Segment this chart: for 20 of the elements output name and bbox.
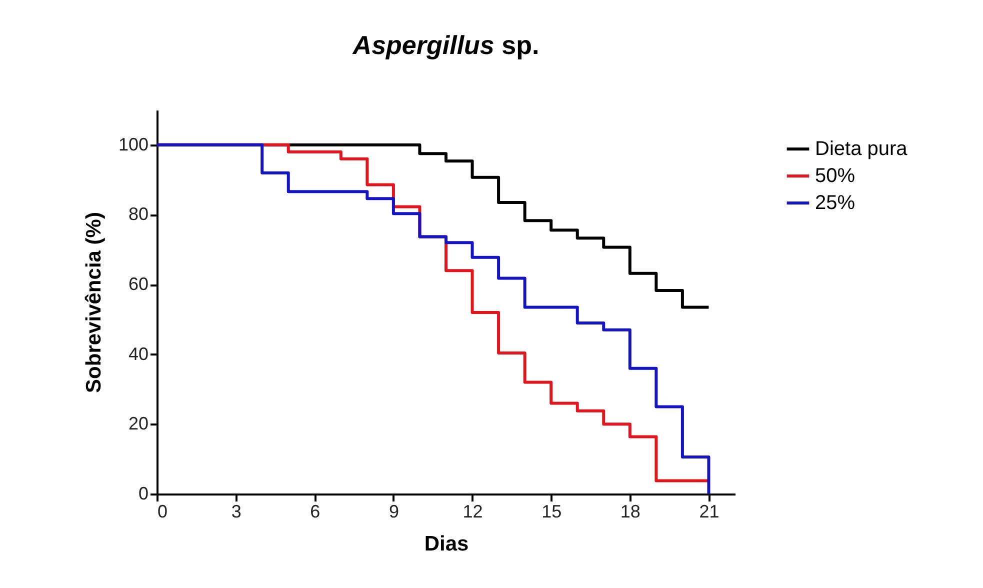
legend-label: Dieta pura [815, 138, 908, 160]
legend-label: 25% [815, 192, 856, 214]
y-tick-label: 60 [128, 274, 148, 294]
x-tick-label: 6 [310, 502, 320, 522]
y-tick-label: 20 [128, 414, 148, 434]
y-tick-label: 0 [138, 484, 148, 504]
y-tick-label: 40 [128, 344, 148, 364]
x-tick-label: 0 [158, 502, 168, 522]
x-axis-title: Dias [424, 532, 469, 556]
x-tick-label: 3 [231, 502, 242, 522]
x-tick-label: 21 [699, 502, 720, 522]
x-tick-label: 12 [462, 502, 483, 522]
x-tick-label: 18 [620, 502, 640, 522]
y-tick-label: 80 [128, 204, 148, 224]
x-tick-label: 15 [542, 502, 562, 522]
x-tick-label: 9 [388, 502, 399, 522]
y-tick-label: 100 [118, 134, 148, 154]
chart-title: Aspergillus sp. [351, 30, 540, 61]
legend-label: 50% [815, 165, 856, 187]
y-axis-title: Sobrevivência (%) [82, 212, 106, 393]
